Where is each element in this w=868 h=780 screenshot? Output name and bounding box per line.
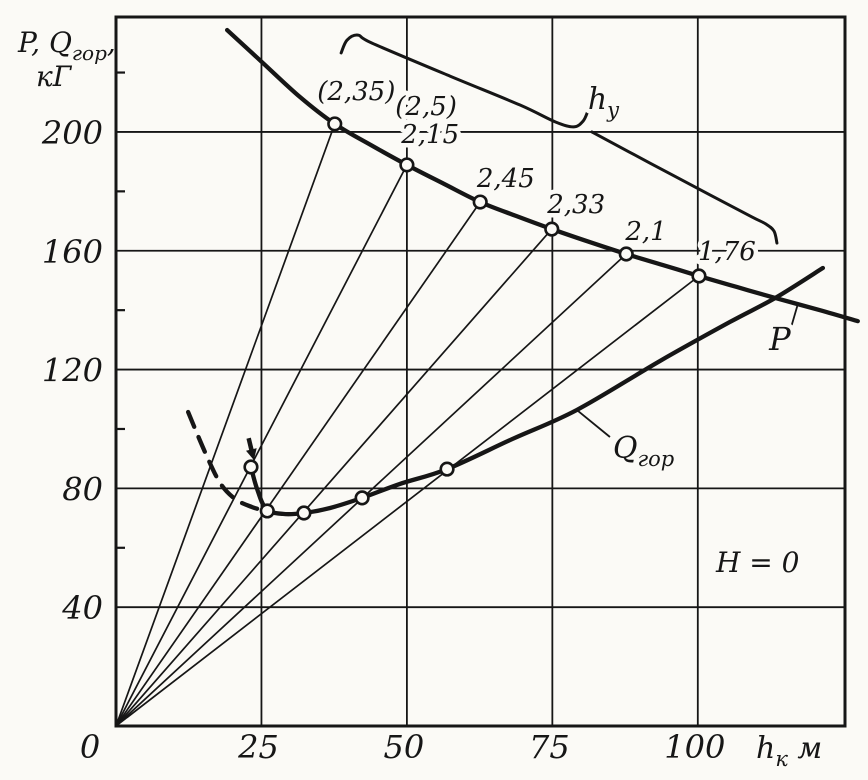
p-curve-label: P [768, 320, 791, 358]
point-value-label-2: (2,5) [395, 92, 457, 122]
q-point-marker-2 [259, 503, 275, 519]
x-axis-unit-label: hк м [756, 731, 822, 771]
y-tick-label-80: 80 [62, 470, 103, 508]
hy-label: hу [588, 82, 620, 122]
origin-ray-2 [115, 164, 408, 727]
point-value-label-3: 2,15 [400, 120, 459, 150]
q-point-marker-3 [296, 505, 312, 521]
origin-ray-6 [115, 275, 700, 727]
q-point-marker-4 [354, 490, 370, 506]
origin-ray-5 [115, 253, 627, 727]
p-point-marker-6 [691, 268, 707, 284]
p-point-marker-1 [327, 116, 343, 132]
curve-Q-gor [248, 265, 826, 517]
origin-ray-1 [115, 123, 336, 727]
curve-Q-gor-dashed-extension [185, 409, 269, 514]
x-tick-label-50: 50 [384, 728, 425, 766]
curve-P [224, 27, 860, 324]
q-point-marker-1 [243, 459, 259, 475]
point-value-label-1: (2,35) [317, 77, 395, 107]
y-tick-label-40: 40 [61, 589, 103, 627]
y-tick-label-160: 160 [42, 233, 103, 271]
origin-tick-label: 0 [80, 728, 100, 766]
q-point-marker-5 [439, 461, 455, 477]
y-axis-title-line2: кГ [36, 60, 73, 93]
hy-brace-left-arm [339, 33, 590, 129]
x-tick-label-25: 25 [237, 728, 279, 766]
point-value-label-6: 2,1 [624, 217, 666, 247]
y-axis-title-line1: P, Qгор, [17, 26, 116, 65]
min-point-arrow-head [245, 448, 257, 461]
origin-ray-4 [115, 228, 553, 727]
p-label-leader-line [790, 305, 799, 329]
point-value-label-5: 2,33 [546, 190, 605, 220]
hy-brace-right-arm [590, 130, 779, 245]
q-label-leader-line [576, 409, 611, 438]
x-tick-label-75: 75 [529, 728, 570, 766]
point-value-label-7: 1,76 [698, 237, 756, 267]
plot-frame [114, 15, 847, 728]
x-tick-label-100: 100 [664, 728, 725, 766]
origin-ray-3 [115, 201, 481, 727]
q-curve-label: Qгор [613, 431, 674, 471]
p-point-marker-4 [544, 221, 560, 237]
p-point-marker-3 [472, 194, 488, 210]
y-tick-label-200: 200 [41, 114, 103, 152]
flight-condition-label: H = 0 [715, 546, 800, 579]
point-value-label-4: 2,45 [476, 164, 535, 194]
p-point-marker-2 [399, 157, 415, 173]
y-tick-label-120: 120 [42, 352, 103, 390]
p-point-marker-5 [618, 246, 634, 262]
